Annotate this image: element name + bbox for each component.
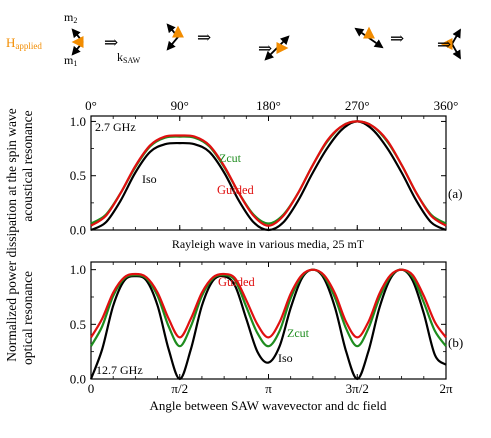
k-saw-arrow-icon: ⇒ [390, 29, 404, 48]
x-tick-label: π/2 [171, 381, 188, 396]
x-tick-label: 360° [434, 98, 459, 113]
k-saw-arrow-icon: ⇒ [258, 39, 272, 58]
panel-b-tag: (b) [448, 335, 463, 350]
x-tick-label: π [265, 381, 272, 396]
magnetization-arrow-icon [71, 28, 84, 43]
panel-a-iso-line [90, 120, 447, 232]
header-schematic: Happlied m2 m1 kSAW ⇒ ⇒ ⇒ ⇒ ⇒ [6, 10, 461, 68]
panel-a-guided-line [90, 120, 447, 227]
panel-a-tag: (a) [448, 186, 462, 201]
k-saw-label: kSAW [117, 50, 141, 65]
y-tick-label: 1.0 [70, 262, 86, 277]
x-tick-label: 0 [88, 381, 95, 396]
y-tick-label: 0.5 [70, 168, 86, 183]
x-tick-label: 270° [345, 98, 370, 113]
x-tick-label: 3π/2 [346, 381, 369, 396]
magnetization-arrow-icon [451, 28, 461, 45]
x-axis-label: Angle between SAW wavevector and dc fiel… [150, 398, 387, 413]
x-tick-label: 0° [85, 98, 97, 113]
y-tick-label: 0.5 [70, 317, 86, 332]
y-axis-label-line3: optical resonance [20, 271, 35, 365]
m1-label: m1 [64, 53, 77, 68]
panel-b-frequency-label: 12.7 GHz [96, 363, 143, 377]
k-saw-arrow-icon: ⇒ [104, 33, 118, 52]
h-applied-label: Happlied [6, 35, 42, 51]
y-axis-label-line1: Normalized power dissipation at the spin… [4, 108, 19, 361]
panel-a-guided-label: Guided [217, 183, 255, 197]
y-tick-label: 1.0 [70, 114, 86, 129]
panel-a-iso-label: Iso [142, 172, 157, 186]
magnetization-arrow-icon [354, 27, 370, 39]
magnetization-arrow-icon [264, 47, 278, 61]
panel-b-zcut-line [90, 268, 447, 348]
x-tick-label: 90° [171, 98, 189, 113]
panel-a: 0° 90° 180° 270° 360° 0.0 0.5 1.0 2.7 GHz (a) R… [70, 98, 463, 251]
panel-b-zcut-label: Zcut [287, 326, 310, 340]
magnetization-arrow-icon [166, 23, 179, 38]
y-tick-label: 0.0 [70, 223, 86, 238]
panel-b-iso-line [89, 268, 447, 381]
magnetization-arrow-icon [276, 35, 290, 49]
m2-label: m2 [64, 10, 77, 25]
y-axis-label: Normalized power dissipation at the spin… [4, 108, 35, 365]
panel-a-zcut-label: Zcut [219, 151, 242, 165]
y-axis-label-line2: acoustical resonance [20, 110, 35, 221]
panel-a-caption: Rayleigh wave in various media, 25 mT [172, 237, 365, 251]
panel-b-iso-label: Iso [278, 351, 293, 365]
magnetization-arrow-icon [368, 37, 384, 49]
magnetization-arrow-icon [71, 41, 84, 56]
k-saw-arrow-icon: ⇒ [197, 28, 211, 47]
panel-a-frequency-label: 2.7 GHz [95, 120, 136, 134]
panel-b-guided-line [90, 268, 447, 339]
x-tick-label: 2π [439, 381, 453, 396]
x-tick-label: 180° [256, 98, 281, 113]
magnetization-arrow-icon [451, 43, 461, 60]
magnetization-arrow-icon [166, 36, 179, 51]
panel-b-guided-label: Guided [218, 275, 256, 289]
panel-b: 0 π/2 π 3π/2 2π 0.0 0.5 1.0 12.7 GHz (b) Guided… [70, 261, 463, 396]
y-tick-label: 0.0 [70, 372, 86, 387]
k-saw-arrow-icon: ⇒ [437, 35, 451, 54]
